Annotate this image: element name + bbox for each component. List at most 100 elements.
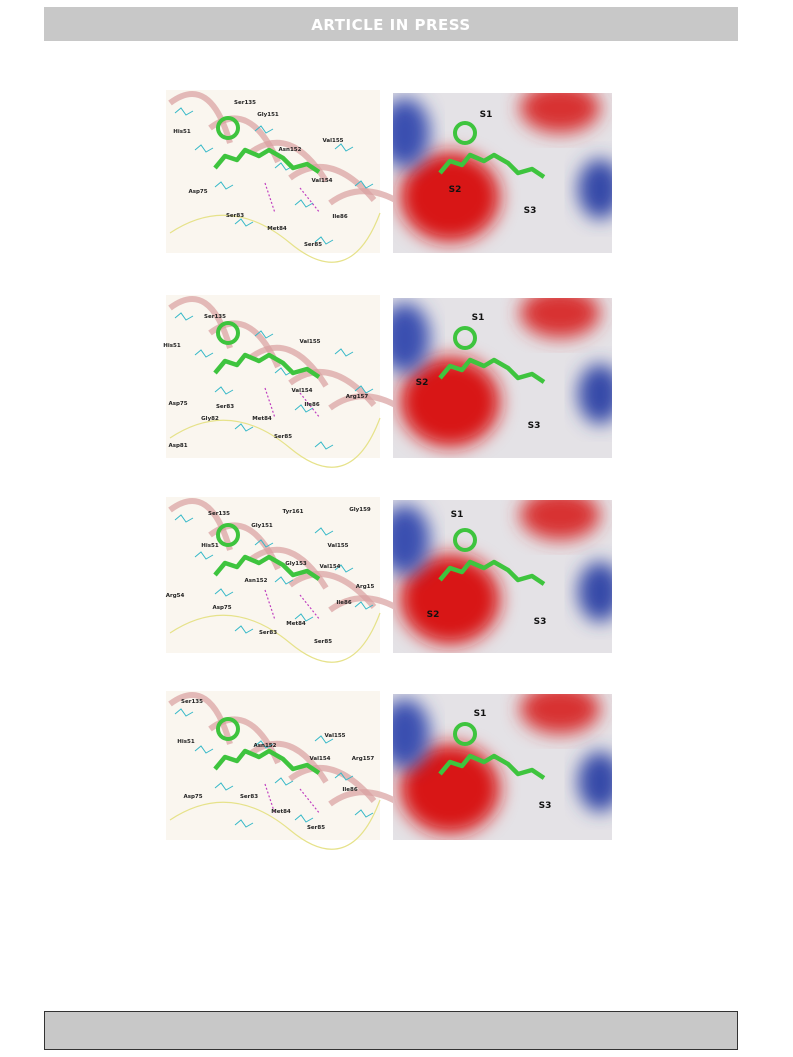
residue-label: Gly151 bbox=[251, 523, 273, 529]
pocket-label: S3 bbox=[534, 617, 547, 627]
residue-label: Ser135 bbox=[181, 699, 203, 705]
residue-stick bbox=[334, 564, 354, 573]
pocket-label: S2 bbox=[427, 610, 440, 620]
negative-region bbox=[520, 93, 600, 133]
residue-stick bbox=[354, 809, 374, 818]
residue-stick bbox=[214, 181, 234, 190]
residue-label: Val155 bbox=[327, 543, 348, 549]
pocket-label: S1 bbox=[474, 709, 487, 719]
residue-stick bbox=[334, 772, 354, 781]
residue-label: Ser85 bbox=[304, 242, 322, 248]
residue-stick bbox=[214, 588, 234, 597]
ligand bbox=[438, 753, 546, 780]
residue-label: Gly153 bbox=[285, 561, 307, 567]
positive-region bbox=[578, 364, 612, 424]
residue-stick bbox=[294, 814, 314, 823]
header-bar bbox=[44, 7, 738, 41]
ligand bbox=[438, 357, 546, 384]
residue-label: His51 bbox=[173, 129, 191, 135]
positive-region bbox=[393, 505, 430, 575]
positive-region bbox=[578, 561, 612, 622]
residue-label: Arg54 bbox=[166, 593, 185, 599]
negative-region bbox=[520, 298, 600, 338]
coil bbox=[169, 799, 381, 850]
pocket-label: S1 bbox=[472, 313, 485, 323]
negative-region bbox=[400, 152, 500, 242]
residue-stick bbox=[194, 745, 214, 754]
pocket-label: S2 bbox=[449, 185, 462, 195]
residue-label: Val155 bbox=[322, 138, 343, 144]
coil bbox=[169, 612, 381, 663]
residue-stick bbox=[214, 782, 234, 791]
residue-stick bbox=[174, 107, 194, 116]
residue-label: Val154 bbox=[311, 178, 332, 184]
surface-image bbox=[393, 694, 612, 840]
residue-stick bbox=[234, 423, 254, 432]
ligand-ring bbox=[453, 528, 477, 552]
residue-stick bbox=[314, 527, 334, 536]
residue-label: Ser83 bbox=[226, 213, 244, 219]
ligand-ring bbox=[216, 116, 240, 140]
residue-label: Val154 bbox=[309, 756, 330, 762]
residue-stick bbox=[174, 312, 194, 321]
residue-stick bbox=[234, 819, 254, 828]
surface-image bbox=[393, 500, 612, 653]
positive-region bbox=[393, 699, 430, 769]
residue-label: Ile86 bbox=[332, 214, 347, 220]
ribbon bbox=[168, 91, 233, 144]
residue-label: Arg157 bbox=[346, 394, 369, 400]
pocket-label: S3 bbox=[539, 801, 552, 811]
ligand-ring bbox=[453, 121, 477, 145]
residue-label: Arg157 bbox=[352, 756, 375, 762]
residue-stick bbox=[314, 735, 334, 744]
ligand-ring bbox=[216, 321, 240, 345]
residue-stick bbox=[314, 236, 334, 245]
residue-label: Ser135 bbox=[204, 314, 226, 320]
positive-region bbox=[393, 98, 430, 168]
pocket-label: S2 bbox=[416, 378, 429, 388]
pocket-label: S1 bbox=[480, 110, 493, 120]
residue-stick bbox=[194, 349, 214, 358]
residue-label: Ile86 bbox=[336, 600, 351, 606]
ligand-ring bbox=[453, 722, 477, 746]
ligand bbox=[213, 554, 321, 581]
ribbon-image bbox=[166, 691, 380, 840]
residue-stick bbox=[274, 162, 294, 171]
residue-stick bbox=[234, 625, 254, 634]
residue-label: Asp75 bbox=[212, 605, 231, 611]
residue-label: Asp81 bbox=[168, 443, 187, 449]
residue-label: Ser83 bbox=[240, 794, 258, 800]
footer-bar bbox=[44, 1011, 738, 1050]
surface-image bbox=[393, 298, 612, 458]
residue-label: Ser85 bbox=[274, 434, 292, 440]
residue-stick bbox=[294, 199, 314, 208]
surface-image bbox=[393, 93, 612, 253]
pocket-label: S3 bbox=[528, 421, 541, 431]
ribbon bbox=[168, 498, 233, 551]
residue-stick bbox=[334, 143, 354, 152]
negative-region bbox=[520, 694, 600, 734]
coil bbox=[169, 212, 381, 263]
header-title: ARTICLE IN PRESS bbox=[311, 16, 470, 34]
residue-label: Gly82 bbox=[201, 416, 219, 422]
ligand bbox=[213, 147, 321, 174]
residue-stick bbox=[354, 385, 374, 394]
negative-region bbox=[400, 554, 500, 645]
residue-label: Ser135 bbox=[208, 511, 230, 517]
positive-region bbox=[393, 303, 430, 373]
ligand bbox=[213, 352, 321, 379]
residue-stick bbox=[274, 777, 294, 786]
coil bbox=[169, 417, 381, 468]
residue-stick bbox=[214, 386, 234, 395]
residue-label: Gly159 bbox=[349, 507, 371, 513]
residue-stick bbox=[254, 740, 274, 749]
residue-stick bbox=[254, 539, 274, 548]
residue-label: Ser83 bbox=[259, 630, 277, 636]
positive-region bbox=[578, 751, 612, 812]
ligand-ring bbox=[453, 326, 477, 350]
residue-label: Ser85 bbox=[314, 639, 332, 645]
residue-stick bbox=[354, 601, 374, 610]
residue-label: Arg15 bbox=[356, 584, 375, 590]
residue-label: Val155 bbox=[324, 733, 345, 739]
